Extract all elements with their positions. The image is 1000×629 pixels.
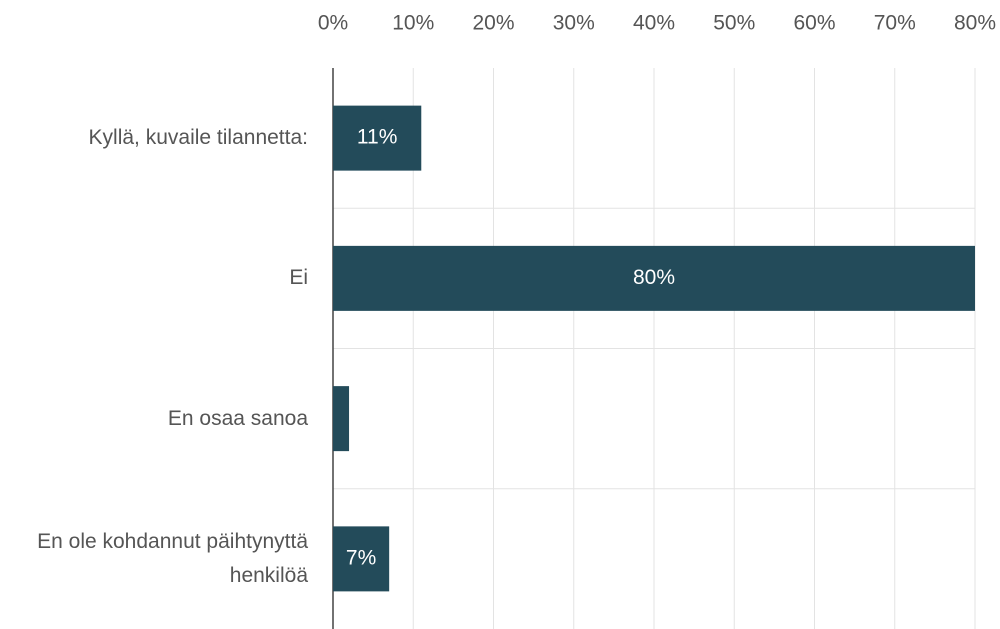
x-tick-label: 10%	[392, 12, 434, 35]
x-tick-label: 0%	[318, 12, 348, 35]
x-tick-label: 80%	[954, 12, 996, 35]
category-label: En ole kohdannut päihtynyttä henkilöä	[37, 529, 308, 587]
category-label: Ei	[289, 266, 308, 290]
value-label: 80%	[633, 266, 675, 289]
category-label: Kyllä, kuvaile tilannetta:	[88, 126, 308, 150]
category-label: En osaa sanoa	[167, 406, 308, 430]
x-tick-label: 30%	[553, 12, 595, 35]
x-tick-label: 70%	[874, 12, 916, 35]
value-label: 11%	[357, 126, 397, 149]
x-tick-label: 60%	[793, 12, 835, 35]
bar	[333, 245, 975, 311]
bar	[333, 386, 350, 452]
value-label: 7%	[346, 546, 376, 569]
x-tick-label: 50%	[713, 12, 755, 35]
bar	[333, 526, 390, 592]
x-tick-label: 20%	[472, 12, 514, 35]
bar	[333, 105, 422, 171]
x-tick-label: 40%	[633, 12, 675, 35]
